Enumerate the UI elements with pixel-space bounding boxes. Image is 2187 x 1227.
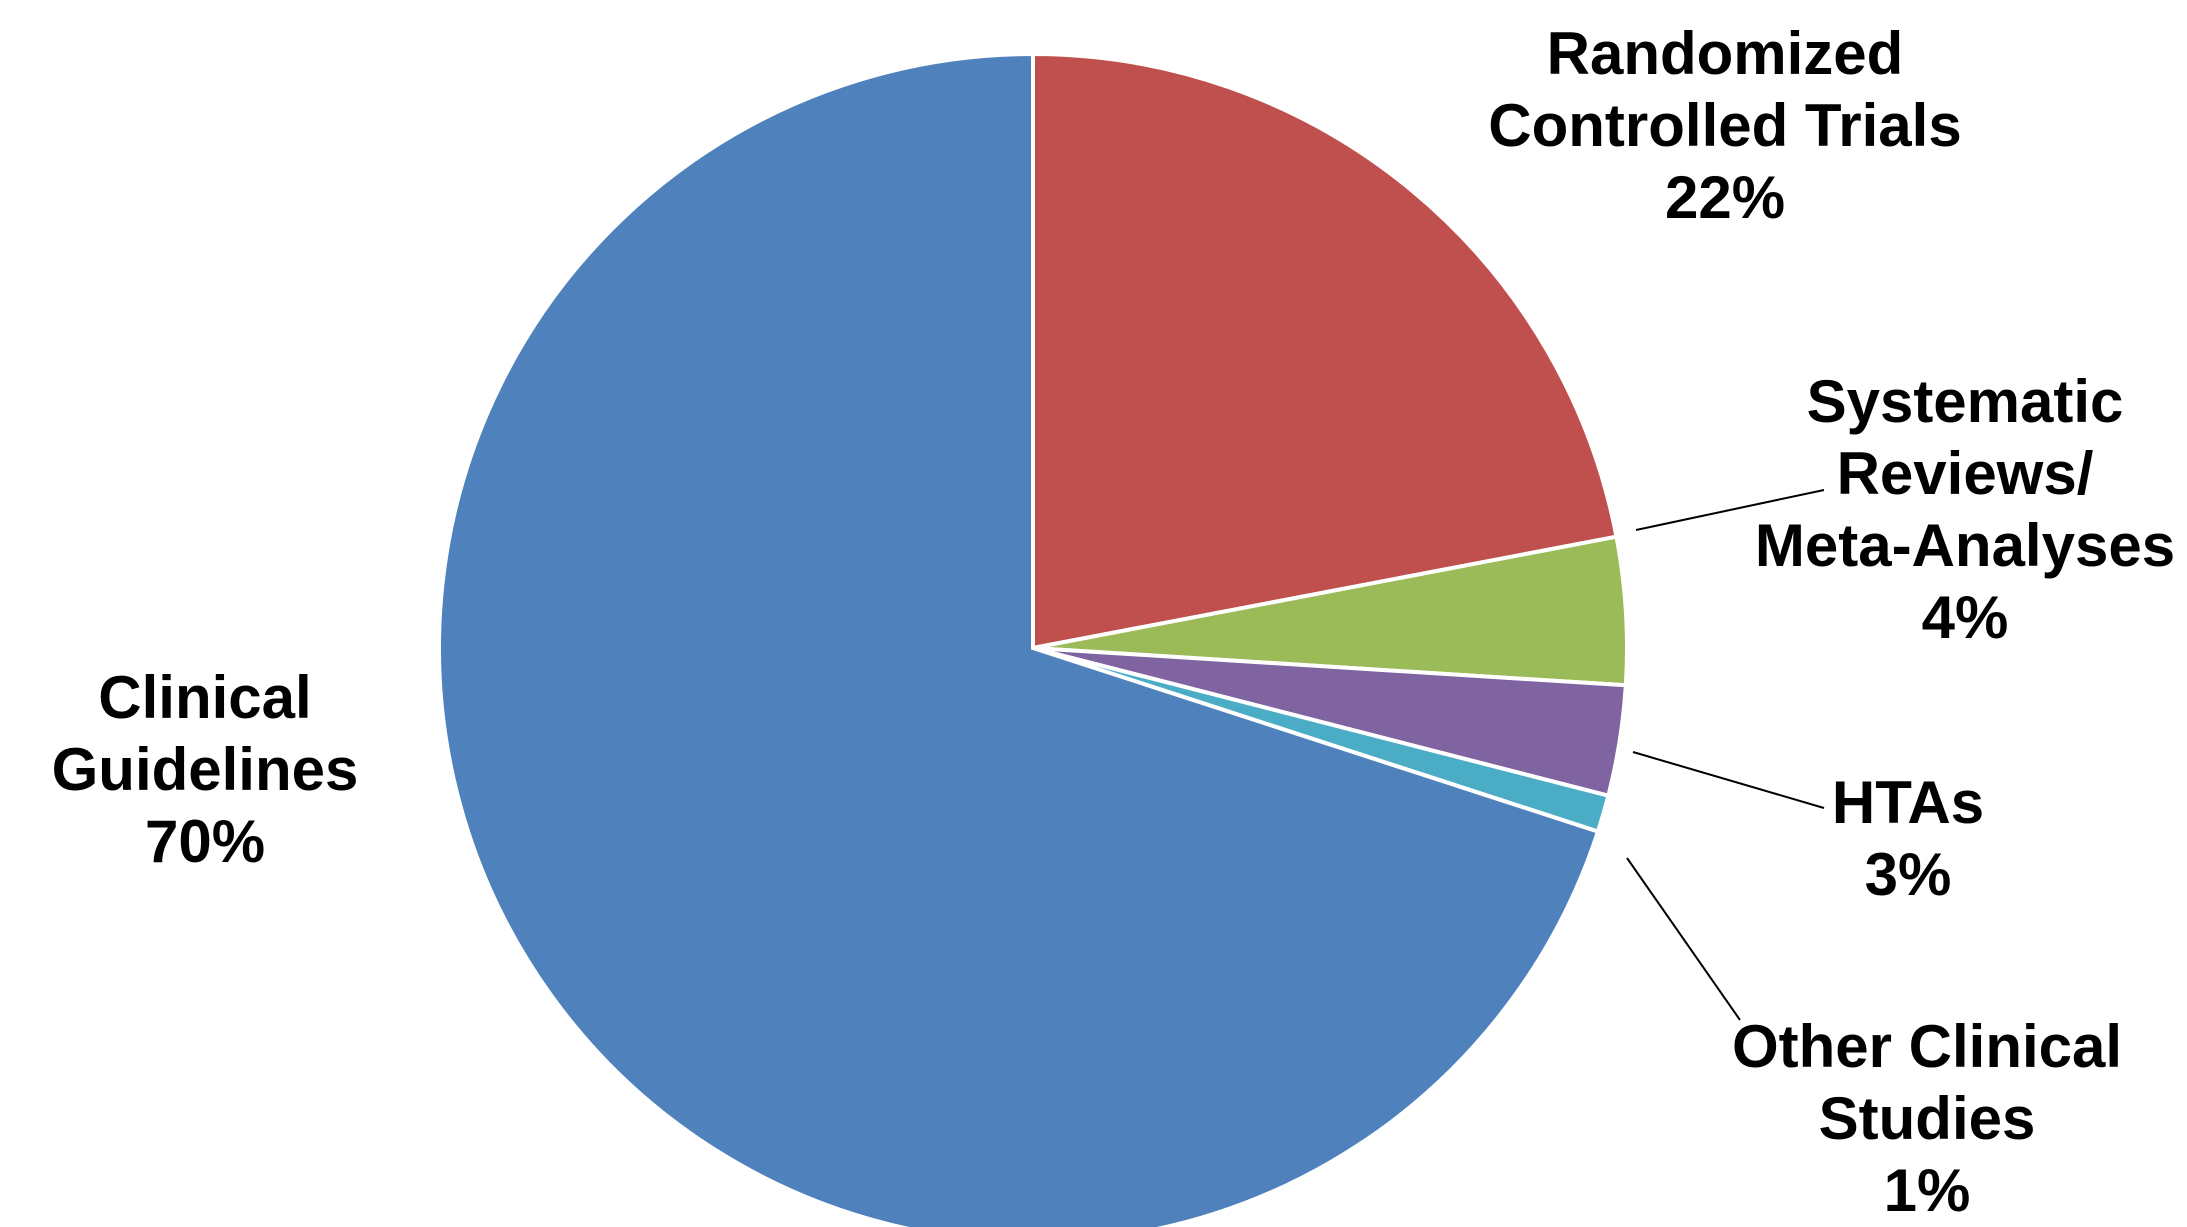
leader-line-other-clinical-studies bbox=[1626, 857, 1741, 1021]
leader-line-systematic-reviews bbox=[1635, 489, 1825, 531]
leader-lines bbox=[1626, 489, 1825, 1021]
leader-line-htas bbox=[1632, 751, 1825, 809]
pie-slice-clinical-guidelines bbox=[437, 51, 1601, 1227]
pie-slices bbox=[437, 51, 1630, 1227]
slice-labels: Randomized Controlled Trials 22% Systematic… bbox=[52, 20, 2175, 1224]
slice-label-other-clinical-studies: Other Clinical Studies 1% bbox=[1732, 1013, 2122, 1224]
pie-slice-rct bbox=[1031, 51, 1619, 651]
slice-label-htas: HTAs 3% bbox=[1832, 769, 1984, 908]
slice-label-rct: Randomized Controlled Trials 22% bbox=[1488, 20, 1961, 231]
slice-label-systematic-reviews: Systematic Reviews/Meta-Analyses 4% bbox=[1755, 368, 2175, 651]
slice-label-clinical-guidelines: Clinical Guidelines 70% bbox=[52, 664, 359, 875]
